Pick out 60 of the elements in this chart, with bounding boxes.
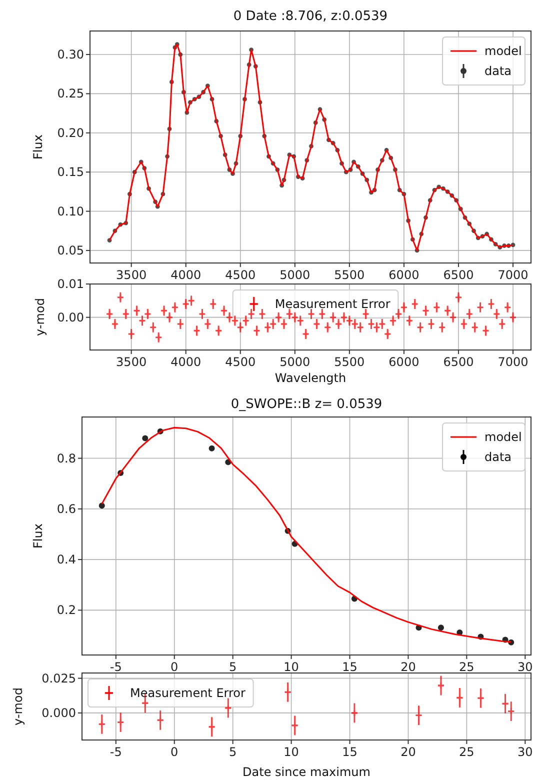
y-tick-label: 0.30 — [57, 48, 84, 62]
y-tick-label: 0.10 — [57, 204, 84, 218]
x-tick-label: 6500 — [443, 355, 474, 369]
x-tick-label: 5000 — [280, 268, 310, 282]
x-tick-label: 15 — [342, 745, 358, 759]
x-tick-label: 25 — [459, 660, 474, 674]
x-tick-label: 5500 — [334, 355, 365, 369]
x-tick-label: 0 — [170, 660, 178, 674]
x-tick-label: 6000 — [388, 355, 420, 369]
x-tick-label: 7000 — [498, 355, 528, 369]
legend-label: Measurement Error — [130, 686, 246, 700]
x-tick-label: 6000 — [388, 268, 420, 282]
y-tick-label: 0.00 — [57, 310, 84, 324]
x-tick-label: 3500 — [116, 268, 147, 282]
y-tick-label: 0.25 — [57, 86, 84, 101]
x-tick-label: 30 — [518, 745, 533, 759]
y-tick-label: 0.025 — [42, 671, 76, 686]
x-tick-label: 3500 — [116, 355, 147, 369]
y-tick-label: 0.6 — [56, 502, 76, 516]
y-tick-label: 0.15 — [57, 165, 84, 180]
x-tick-label: 7000 — [498, 268, 528, 282]
chart-title: 0 Date :8.706, z:0.0539 — [233, 9, 388, 24]
x-tick-label: -5 — [110, 745, 122, 759]
y-axis-title: Flux — [31, 524, 45, 548]
x-tick-label: 5 — [229, 660, 237, 674]
legend-label: Measurement Error — [274, 297, 390, 311]
x-tick-label: 6500 — [443, 268, 474, 282]
x-tick-label: -5 — [110, 660, 122, 674]
x-axis-title: Wavelength — [274, 371, 346, 385]
y-tick-label: 0.20 — [57, 126, 84, 140]
y-axis-title: Flux — [31, 134, 45, 160]
y-tick-label: 0.000 — [42, 706, 76, 720]
y-tick-label: 0.01 — [57, 277, 84, 291]
y-axis-title: y-mod — [11, 688, 25, 726]
y-tick-label: 0.4 — [56, 552, 76, 567]
x-tick-label: 5500 — [334, 268, 365, 282]
x-axis-title: Date since maximum — [242, 765, 370, 779]
x-tick-label: 0 — [170, 745, 178, 759]
y-tick-label: 0.2 — [56, 603, 76, 618]
x-tick-label: 4000 — [170, 355, 202, 369]
x-tick-label: 25 — [459, 745, 474, 759]
x-tick-label: 5 — [229, 745, 237, 759]
x-tick-label: 15 — [342, 660, 358, 674]
x-tick-label: 30 — [518, 660, 533, 674]
x-tick-label: 4500 — [225, 268, 256, 282]
x-tick-label: 10 — [284, 745, 299, 759]
y-axis-title: y-mod — [33, 298, 47, 336]
x-tick-label: 4000 — [170, 268, 202, 282]
x-tick-label: 20 — [400, 660, 416, 674]
legend-label: model — [484, 44, 522, 58]
x-tick-label: 10 — [284, 660, 299, 674]
y-tick-label: 0.05 — [57, 243, 84, 258]
legend-label: model — [484, 430, 522, 444]
chart-title: 0_SWOPE::B z= 0.0539 — [230, 397, 382, 412]
x-tick-label: 4500 — [225, 355, 256, 369]
legend-label: data — [484, 64, 512, 78]
legend-label: data — [484, 450, 512, 464]
x-tick-label: 5000 — [280, 355, 310, 369]
y-tick-label: 0.8 — [56, 451, 76, 466]
x-tick-label: 20 — [400, 745, 416, 759]
